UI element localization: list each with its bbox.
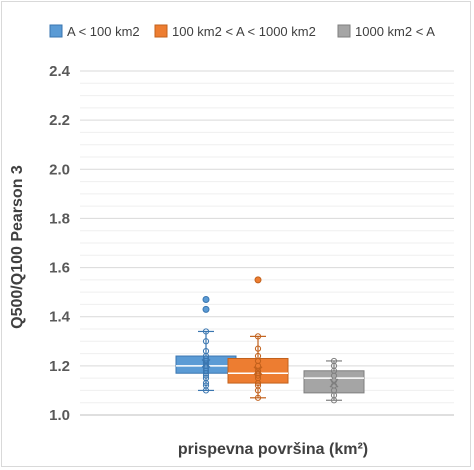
outlier-point [202, 305, 210, 313]
data-point [202, 348, 210, 355]
data-point [254, 333, 262, 340]
y-tick-label: 2.4 [49, 63, 71, 80]
y-tick-label: 1.0 [49, 407, 70, 424]
outlier-point [202, 296, 210, 304]
box-body [303, 370, 365, 394]
outlier-point [254, 276, 262, 284]
data-point [254, 345, 262, 352]
legend-swatch [49, 24, 63, 38]
box-series [227, 276, 289, 401]
data-point [202, 355, 210, 362]
data-point [202, 382, 210, 389]
mean-marker [329, 378, 339, 388]
data-point [330, 357, 338, 365]
legend-swatch [154, 24, 168, 38]
data-point [202, 338, 210, 345]
y-tick-label: 1.6 [49, 260, 70, 277]
y-tick-label: 1.4 [49, 309, 71, 326]
legend-entry-label: 100 km2 < A < 1000 km2 [172, 24, 316, 39]
gridlines [80, 70, 454, 416]
data-point [254, 394, 262, 401]
legend-entry-label: 1000 km2 < A [355, 24, 435, 39]
data-point [202, 328, 210, 335]
box-series [303, 357, 365, 404]
x-axis-title: prispevna površina (km²) [178, 441, 368, 458]
y-axis-title: Q500/Q100 Pearson 3 [9, 165, 26, 329]
legend: A < 100 km2 100 km2 < A < 1000 km2 1000 km… [49, 24, 435, 39]
y-tick-label: 1.2 [49, 358, 70, 375]
y-axis-ticks: 1.0 1.2 1.4 1.6 1.8 2.0 2.2 2.4 [49, 63, 71, 424]
y-tick-label: 2.2 [49, 112, 70, 129]
data-point [254, 382, 262, 389]
plot-area [175, 276, 365, 404]
y-tick-label: 2.0 [49, 161, 70, 178]
y-tick-label: 1.8 [49, 210, 70, 227]
mean-marker [253, 366, 263, 376]
legend-swatch [337, 24, 351, 38]
legend-entry-label: A < 100 km2 [67, 24, 140, 39]
mean-marker [201, 358, 211, 368]
data-point [254, 352, 262, 360]
box-series [175, 296, 237, 394]
